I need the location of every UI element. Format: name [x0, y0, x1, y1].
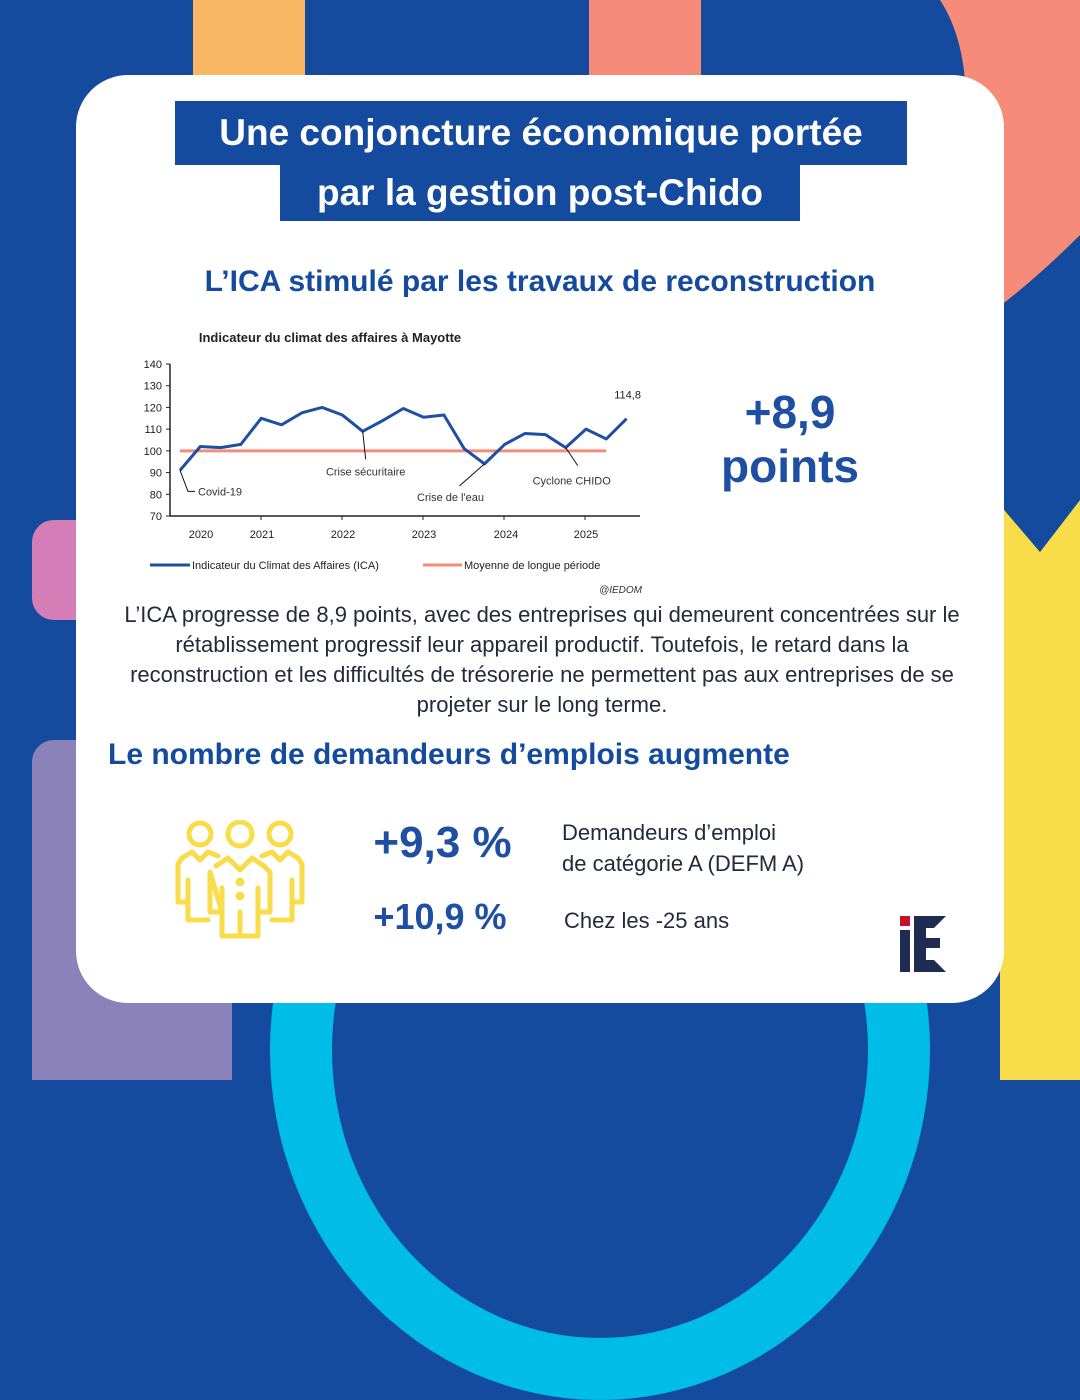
stat-defm-a-value: +9,3 % [350, 818, 535, 868]
x-tick-label: 2022 [331, 529, 355, 541]
annotation-leader [460, 464, 485, 486]
x-tick-label: 2024 [494, 529, 518, 541]
annotation-label: Covid-19 [198, 486, 242, 498]
y-tick-label: 130 [144, 381, 162, 393]
y-tick-label: 110 [144, 424, 162, 436]
chart-series: 114,8 [180, 390, 641, 471]
page-title-line2: par la gestion post-Chido [280, 165, 800, 221]
people-group-icon [172, 820, 308, 940]
y-tick-label: 120 [144, 402, 162, 414]
y-tick-label: 140 [144, 359, 162, 371]
ica-highlight: +8,9 points [690, 385, 890, 493]
x-tick-label: 2020 [189, 529, 213, 541]
ica-chart: Indicateur du climat des affaires à Mayo… [110, 322, 670, 600]
stat-defm-a-label-line2: de catégorie A (DEFM A) [562, 848, 804, 879]
y-tick-label: 70 [150, 511, 162, 523]
page-title-line1: Une conjoncture économique portée [175, 101, 907, 165]
chart-legend: Indicateur du Climat des Affaires (ICA) M… [150, 560, 600, 572]
x-tick-label: 2023 [412, 529, 436, 541]
chart-source: @IEDOM [599, 585, 643, 596]
chart-annotations: Covid-19 Crise sécuritaire Crise de l'eau C… [180, 431, 611, 504]
emploi-heading: Le nombre de demandeurs d’emplois augmen… [108, 738, 790, 772]
ie-logo [900, 916, 948, 972]
stat-under25-value: +10,9 % [355, 896, 525, 938]
ica-description: L’ICA progresse de 8,9 points, avec des … [104, 600, 980, 720]
legend-label-ica: Indicateur du Climat des Affaires (ICA) [192, 560, 379, 572]
y-tick-label: 80 [150, 489, 162, 501]
annotation-label: Cyclone CHIDO [533, 476, 612, 488]
legend-label-moyenne: Moyenne de longue période [464, 560, 600, 572]
stat-defm-a-label: Demandeurs d’emploi de catégorie A (DEFM… [562, 817, 804, 879]
annotation-label: Crise de l'eau [417, 492, 484, 504]
x-tick-label: 2025 [574, 529, 598, 541]
annotation-label: Crise sécuritaire [326, 466, 405, 478]
x-tick-label: 2021 [250, 529, 274, 541]
last-value-label: 114,8 [614, 390, 641, 402]
ica-highlight-unit: points [690, 439, 890, 493]
stat-defm-a-label-line1: Demandeurs d’emploi [562, 817, 804, 848]
annotation-leader [363, 431, 366, 459]
series-line-ica [180, 407, 627, 470]
chart-title: Indicateur du climat des affaires à Mayo… [199, 330, 461, 345]
annotation-leader [180, 470, 195, 491]
y-tick-label: 90 [150, 468, 162, 480]
ica-highlight-value: +8,9 [690, 385, 890, 439]
stat-under25-label: Chez les -25 ans [564, 905, 729, 936]
y-tick-label: 100 [144, 446, 162, 458]
ica-heading: L’ICA stimulé par les travaux de reconst… [145, 265, 935, 299]
